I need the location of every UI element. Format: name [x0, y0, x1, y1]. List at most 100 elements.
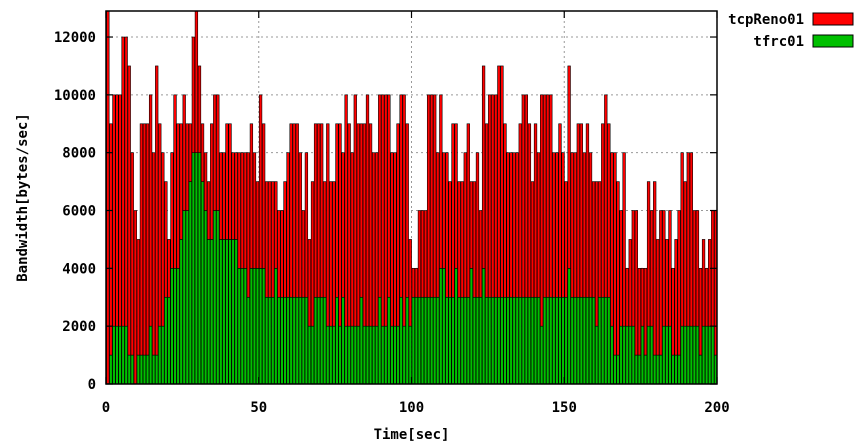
bar-tcpReno01: [200, 123, 205, 182]
bar-tcpReno01: [274, 181, 278, 269]
bar-tcpReno01: [436, 152, 440, 298]
bar-tfrc01: [371, 325, 376, 385]
bar-tcpReno01: [179, 123, 183, 240]
bar-tcpReno01: [313, 123, 318, 298]
bar-tcpReno01: [616, 181, 620, 356]
bar-tfrc01: [588, 296, 593, 385]
bar-tfrc01: [649, 325, 654, 385]
bar-tcpReno01: [368, 123, 373, 327]
bar-tfrc01: [368, 325, 373, 385]
bar-tcpReno01: [188, 123, 192, 182]
bar-tcpReno01: [695, 210, 700, 327]
bar-tcpReno01: [604, 94, 608, 298]
bar-tcpReno01: [118, 94, 122, 327]
bar-tfrc01: [359, 296, 364, 385]
bar-tcpReno01: [252, 152, 257, 269]
bar-tcpReno01: [213, 94, 217, 211]
bar-tcpReno01: [494, 94, 498, 298]
bar-tfrc01: [515, 296, 519, 385]
bar-tcpReno01: [540, 94, 544, 327]
bar-tcpReno01: [170, 152, 174, 269]
y-tick-label: 12000: [54, 30, 96, 46]
bar-tcpReno01: [677, 210, 681, 356]
bar-tcpReno01: [310, 181, 315, 327]
x-axis-title: Time[sec]: [374, 427, 450, 443]
bar-tcpReno01: [481, 65, 486, 269]
bar-tfrc01: [277, 296, 281, 385]
bar-tcpReno01: [341, 152, 345, 298]
bar-tcpReno01: [347, 123, 351, 327]
y-tick-label: 4000: [62, 261, 96, 277]
bar-tcpReno01: [375, 152, 379, 327]
bar-tcpReno01: [390, 152, 394, 327]
bar-tcpReno01: [121, 36, 125, 327]
bar-tfrc01: [405, 296, 409, 385]
bar-tcpReno01: [106, 10, 110, 385]
bar-tcpReno01: [686, 152, 690, 327]
legend-swatch-tfrc01: [812, 34, 854, 48]
bar-tfrc01: [454, 268, 458, 385]
bar-tfrc01: [552, 296, 556, 385]
legend-label-tcpreno01: tcpReno01: [728, 12, 804, 28]
bar-tcpReno01: [634, 210, 638, 356]
bar-tcpReno01: [152, 152, 156, 356]
bar-tfrc01: [417, 296, 422, 385]
bar-tcpReno01: [280, 210, 284, 298]
bar-tcpReno01: [320, 123, 324, 298]
bar-tfrc01: [558, 296, 562, 385]
bar-tfrc01: [152, 354, 156, 385]
bar-tcpReno01: [185, 123, 189, 211]
bar-tfrc01: [613, 354, 617, 385]
bar-tfrc01: [399, 296, 403, 385]
bar-tfrc01: [237, 268, 241, 385]
bar-tcpReno01: [680, 152, 684, 327]
bar-tcpReno01: [133, 210, 137, 385]
bar-tcpReno01: [393, 152, 397, 327]
bar-tcpReno01: [173, 94, 177, 269]
bar-tfrc01: [130, 354, 134, 385]
bar-tfrc01: [445, 296, 449, 385]
bar-tcpReno01: [344, 94, 348, 327]
bar-tfrc01: [155, 354, 159, 385]
bar-tcpReno01: [142, 123, 147, 356]
bar-tfrc01: [387, 296, 391, 385]
bar-tfrc01: [234, 239, 238, 385]
bar-tfrc01: [485, 296, 489, 385]
bar-tcpReno01: [326, 123, 330, 327]
bar-tcpReno01: [258, 94, 263, 269]
bar-tfrc01: [543, 296, 547, 385]
bar-tfrc01: [283, 296, 287, 385]
legend-label-tfrc01: tfrc01: [753, 34, 804, 50]
bar-tfrc01: [549, 296, 553, 385]
bar-tfrc01: [289, 296, 293, 385]
bar-tfrc01: [411, 296, 415, 385]
bar-tcpReno01: [262, 123, 266, 269]
bar-tfrc01: [381, 325, 385, 385]
bar-tcpReno01: [115, 94, 119, 327]
bar-tfrc01: [118, 325, 122, 385]
bar-tfrc01: [610, 325, 614, 385]
bar-tfrc01: [185, 210, 189, 385]
bar-tcpReno01: [371, 152, 376, 327]
bar-tcpReno01: [243, 152, 247, 269]
bar-tfrc01: [481, 268, 486, 385]
bar-tcpReno01: [698, 268, 703, 356]
bar-tfrc01: [442, 268, 446, 385]
bar-tfrc01: [518, 296, 522, 385]
bar-tfrc01: [231, 239, 235, 385]
bar-tcpReno01: [485, 123, 489, 298]
bar-tcpReno01: [167, 239, 171, 298]
bar-tfrc01: [671, 354, 675, 385]
bar-tcpReno01: [338, 123, 342, 327]
bar-tfrc01: [408, 325, 412, 385]
bar-tcpReno01: [234, 152, 238, 240]
bar-tcpReno01: [594, 181, 599, 327]
y-axis-title: Bandwidth[bytes/sec]: [15, 113, 31, 282]
bar-tfrc01: [616, 354, 620, 385]
bar-tcpReno01: [265, 181, 269, 298]
bar-tcpReno01: [222, 152, 226, 240]
bar-tfrc01: [701, 325, 706, 385]
bar-tcpReno01: [402, 94, 406, 327]
bar-tcpReno01: [518, 123, 522, 298]
